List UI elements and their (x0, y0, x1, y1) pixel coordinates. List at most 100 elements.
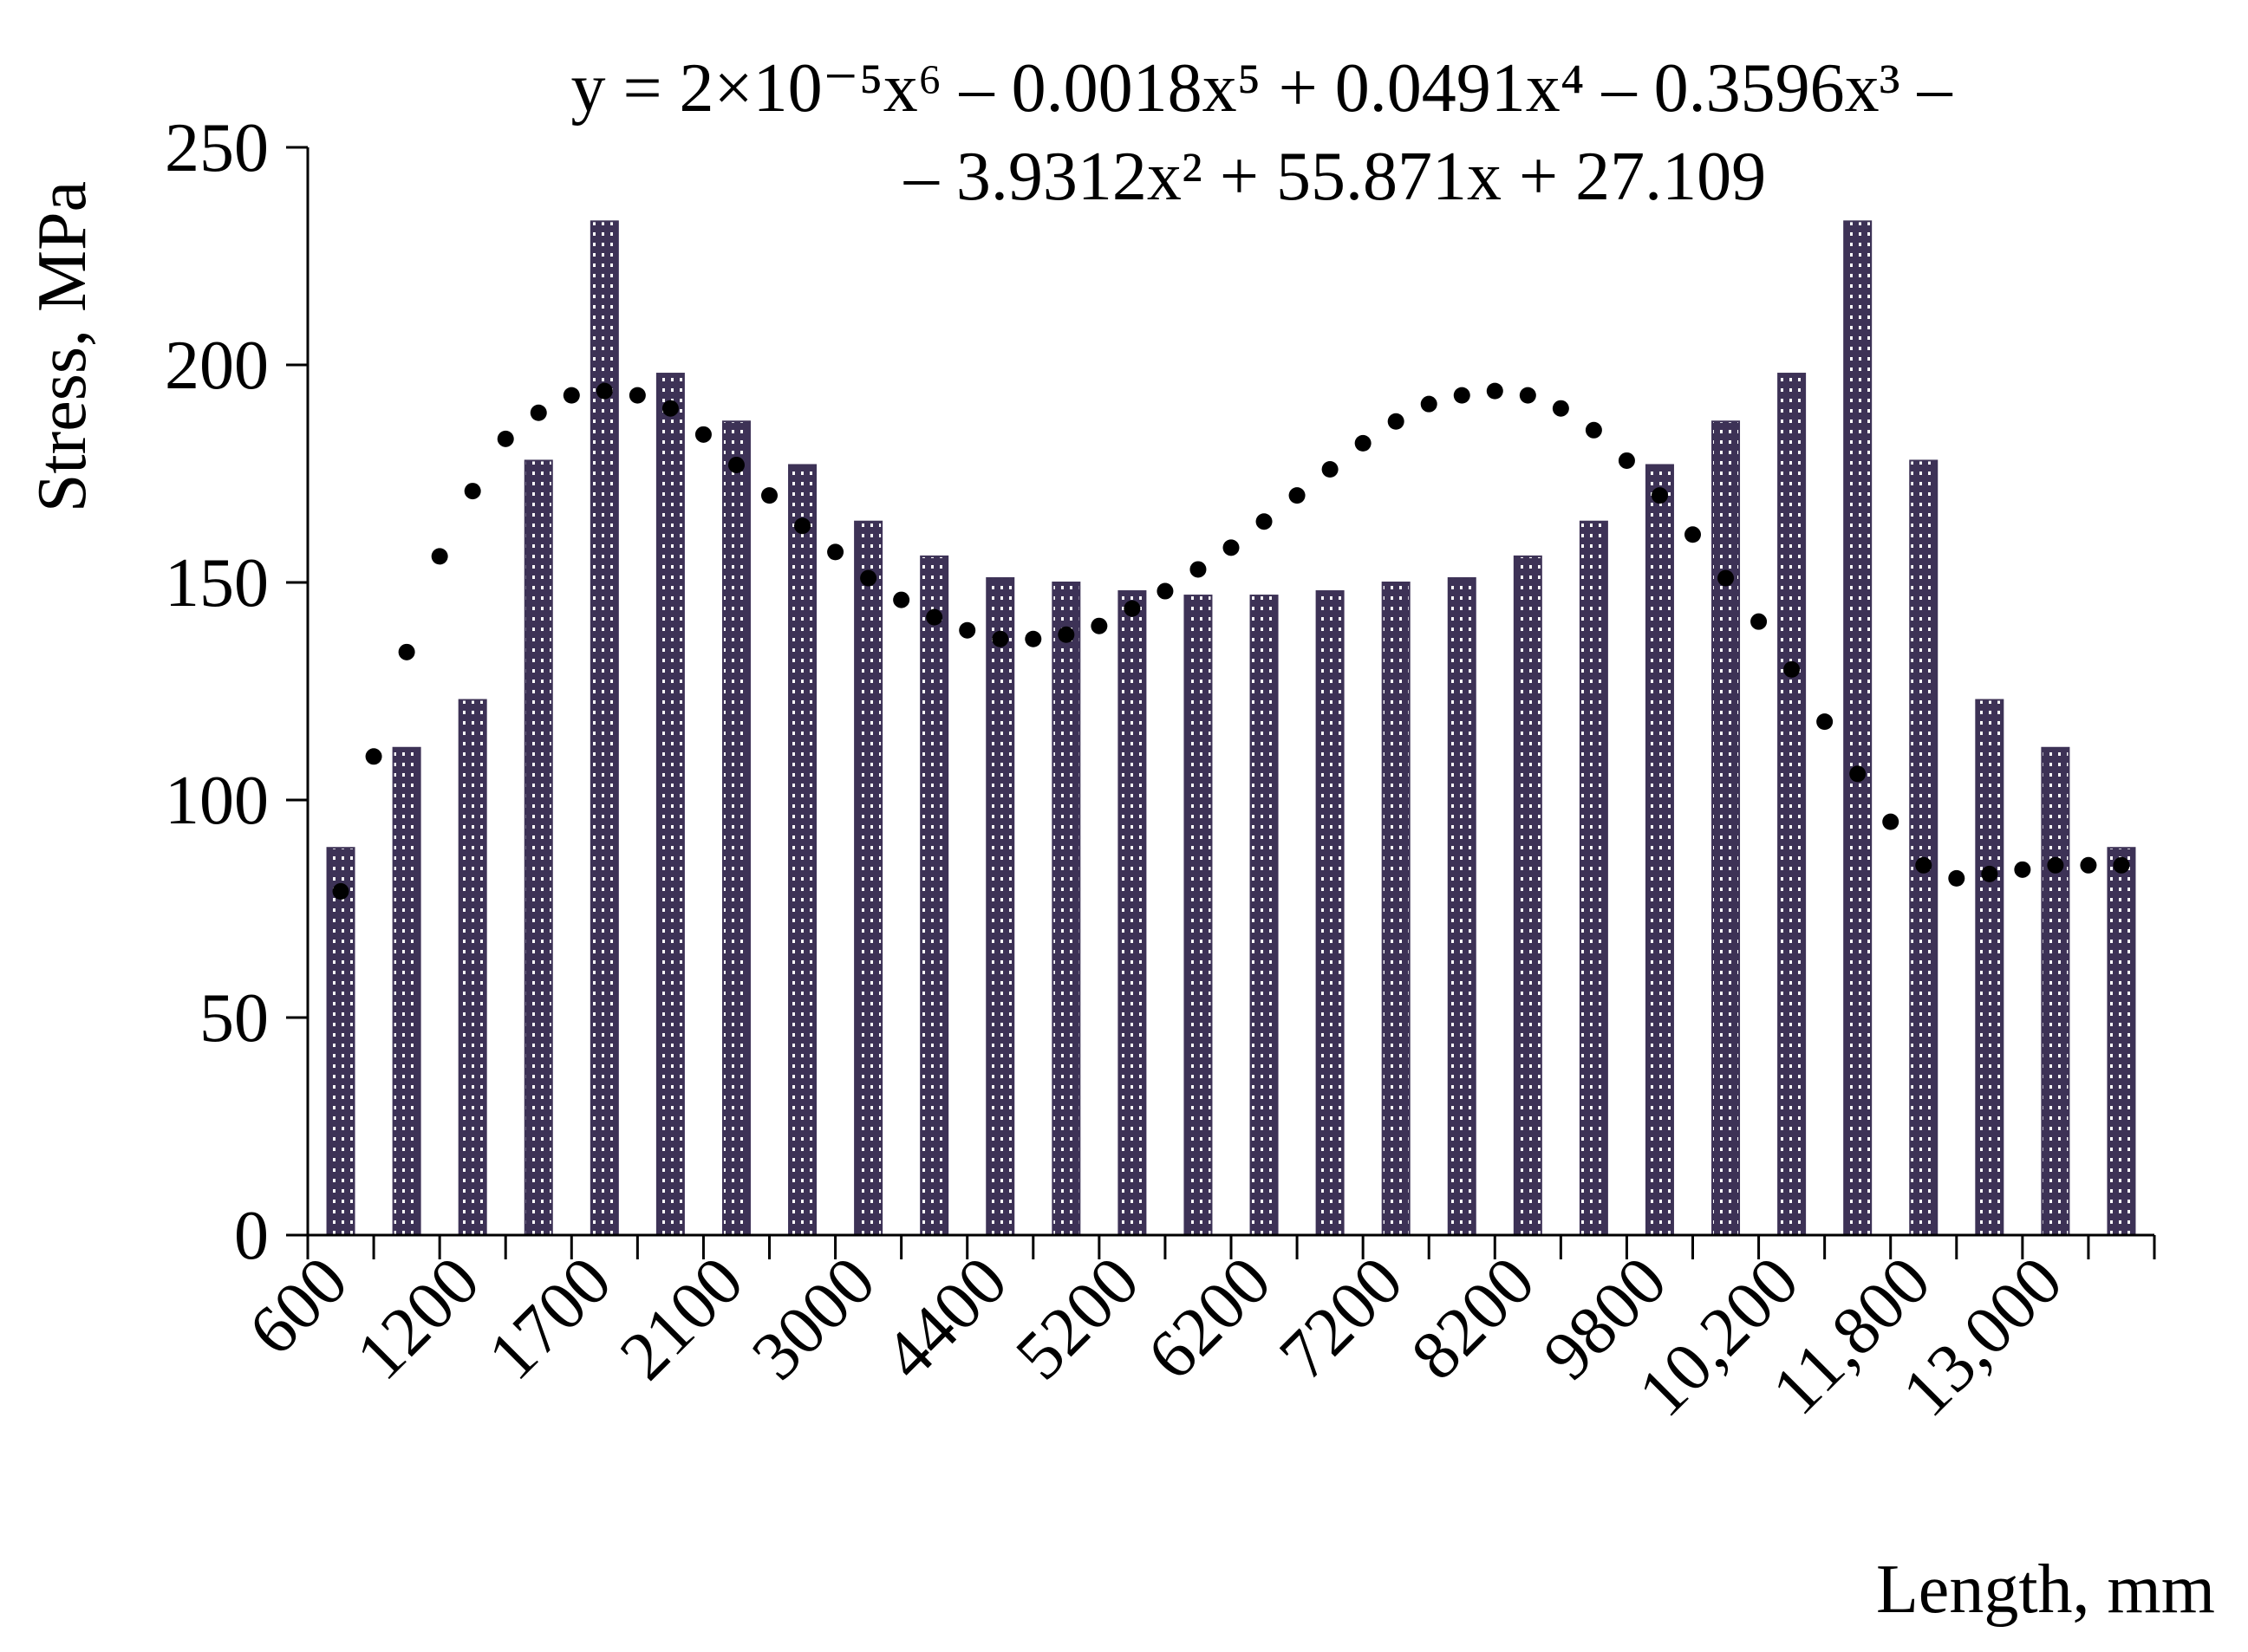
x-tick-label: 6200 (1133, 1243, 1285, 1395)
trendline-point (1948, 869, 1965, 887)
trendline-point (1882, 813, 1899, 830)
trendline-point (992, 630, 1009, 647)
trendline-point (1222, 539, 1240, 556)
y-tick-label: 0 (234, 1198, 269, 1274)
trendline-point (2113, 856, 2130, 874)
bar (2041, 746, 2070, 1236)
bar (458, 699, 487, 1236)
bar (1777, 373, 1807, 1237)
trendline-point (959, 621, 976, 639)
trendline-point (661, 400, 679, 417)
bar (1513, 555, 1542, 1236)
trendline-point (1124, 600, 1141, 617)
trendline-point (1684, 526, 1701, 543)
trendline-equation-line-2: – 3.9312x² + 55.871x + 27.109 (903, 139, 1766, 215)
x-tick-label: 1700 (474, 1243, 626, 1395)
bar (1381, 582, 1411, 1236)
trendline-point (1750, 613, 1768, 630)
trendline-point (694, 426, 712, 443)
x-tick-label: 4400 (870, 1243, 1021, 1395)
bar (920, 555, 949, 1236)
trendline-point (1321, 460, 1339, 478)
trendline-point (1486, 382, 1503, 400)
trendline-point (431, 548, 448, 565)
trendline-point (2080, 856, 2097, 874)
x-tick-label: 2100 (606, 1243, 758, 1395)
trendline-point (1091, 617, 1108, 634)
bars-layer (326, 220, 2136, 1237)
x-tick-label: 5200 (1001, 1243, 1153, 1395)
bar (986, 576, 1015, 1236)
y-tick-label: 200 (165, 328, 269, 404)
trendline-point (794, 517, 811, 535)
trendline-point (497, 430, 514, 447)
trendline-point (1618, 452, 1635, 469)
x-axis-title: Length, mm (1876, 1551, 2215, 1628)
trendline-point (1189, 561, 1207, 578)
trendline-point (563, 387, 580, 404)
bar (1052, 582, 1081, 1236)
trendline-point (629, 387, 646, 404)
bar (524, 459, 553, 1236)
trendline-point (1651, 487, 1668, 504)
x-tick-label: 1200 (342, 1243, 494, 1395)
y-tick-label: 250 (165, 110, 269, 186)
trendline-point (1354, 434, 1372, 452)
trendline-point (1519, 387, 1536, 404)
trendline-point (332, 882, 349, 900)
trendline-point (1420, 395, 1437, 413)
y-axis-title: Stress, MPa (24, 181, 101, 512)
trendline-point (2047, 856, 2064, 874)
bar (854, 520, 883, 1236)
bar (1447, 576, 1476, 1236)
bar (1909, 459, 1938, 1236)
x-tick-label: 8200 (1398, 1243, 1549, 1395)
trendline-point (1387, 413, 1404, 430)
trendline-equation-line-1: y = 2×10⁻⁵x⁶ – 0.0018x⁵ + 0.0491x⁴ – 0.3… (570, 50, 1952, 127)
trendline-point (2014, 861, 2031, 878)
trendline-point (893, 591, 910, 608)
bar (326, 847, 355, 1236)
bar (1645, 464, 1674, 1236)
trendline-point (1157, 582, 1174, 600)
x-ticks-layer: 6001200170021003000440052006200720082009… (235, 1235, 2156, 1431)
trendline-point (1058, 626, 1075, 643)
trendline-point (1717, 569, 1735, 587)
trendline-point (1552, 400, 1569, 417)
bar (1249, 595, 1279, 1236)
trendline-point (530, 404, 547, 421)
trendline-point (1849, 765, 1867, 783)
trendline-point (1453, 387, 1470, 404)
bar (1579, 520, 1608, 1236)
trendline-point (727, 456, 745, 473)
axes-layer (306, 147, 2154, 1237)
bar (1183, 595, 1213, 1236)
y-ticks-layer: 0 50 100 150 200 250 (165, 110, 308, 1274)
trendline-point (1783, 660, 1801, 678)
trendline-point (1288, 487, 1306, 504)
bar (1315, 590, 1345, 1236)
trendline-point (1585, 421, 1602, 439)
bar (655, 373, 685, 1237)
bar (1117, 590, 1147, 1236)
bar (1975, 699, 2004, 1236)
trendline-point (464, 483, 481, 500)
bar (721, 420, 751, 1236)
x-tick-label: 7200 (1266, 1243, 1417, 1395)
trendline-point (1025, 630, 1042, 647)
trendline-point (1915, 856, 1932, 874)
trendline-point (761, 487, 778, 504)
trendline-layer (332, 382, 2130, 900)
y-tick-label: 100 (165, 763, 269, 839)
bar (2107, 847, 2136, 1236)
bar (590, 220, 619, 1237)
trendline-point (1816, 713, 1834, 731)
bar (788, 464, 818, 1236)
bar (1843, 220, 1873, 1237)
trendline-point (827, 543, 844, 561)
trendline-point (1981, 865, 1998, 882)
trendline-point (926, 608, 943, 626)
trendline-point (860, 569, 877, 587)
